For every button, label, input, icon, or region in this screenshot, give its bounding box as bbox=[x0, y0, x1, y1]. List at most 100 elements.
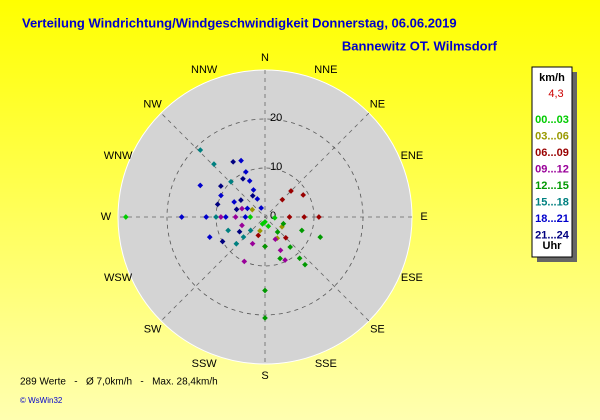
direction-label: N bbox=[261, 52, 269, 64]
legend-entry: 09...12 bbox=[535, 163, 569, 175]
footer: 289 Werte - Ø 7,0km/h - Max. 28,4km/h bbox=[20, 377, 218, 388]
wind-point bbox=[277, 247, 284, 254]
wind-point bbox=[250, 187, 257, 193]
wind-point bbox=[287, 244, 294, 250]
wind-point bbox=[233, 240, 240, 247]
wind-point bbox=[302, 261, 308, 268]
legend-entry: 00...03 bbox=[535, 114, 569, 126]
wind-point bbox=[218, 214, 224, 220]
direction-label: ESE bbox=[401, 272, 423, 284]
legend-note: 4,3 bbox=[548, 88, 563, 100]
legend-entry: 18...21 bbox=[535, 213, 569, 225]
wind-point bbox=[232, 214, 239, 220]
wind-point bbox=[211, 161, 217, 167]
wind-point bbox=[240, 234, 247, 240]
wind-point bbox=[222, 214, 229, 220]
direction-label: NW bbox=[143, 98, 162, 110]
wind-point bbox=[241, 258, 248, 265]
legend-entry: 06...09 bbox=[535, 147, 569, 159]
wind-point bbox=[262, 287, 268, 294]
legend-entry: 12...15 bbox=[535, 180, 569, 192]
wind-point bbox=[218, 192, 224, 199]
wind-point bbox=[218, 183, 224, 189]
wind-point bbox=[247, 214, 254, 220]
wind-point bbox=[300, 192, 307, 198]
wind-point bbox=[259, 221, 266, 227]
direction-label: SW bbox=[144, 323, 162, 335]
credit: © WsWin32 bbox=[20, 396, 63, 405]
wind-point bbox=[271, 215, 278, 221]
wind-point bbox=[236, 228, 243, 235]
wind-point bbox=[249, 206, 256, 213]
wind-point bbox=[246, 178, 253, 184]
wind-point bbox=[286, 214, 293, 220]
legend-entry: 03...06 bbox=[535, 130, 569, 142]
wind-point bbox=[203, 214, 210, 220]
wind-point bbox=[233, 206, 240, 213]
wind-point bbox=[317, 234, 324, 240]
wind-point bbox=[255, 232, 262, 239]
direction-label: NE bbox=[370, 98, 385, 110]
legend-title: km/h bbox=[539, 72, 565, 84]
legend-footer: Uhr bbox=[543, 240, 563, 252]
wind-point bbox=[197, 147, 204, 153]
wind-point bbox=[299, 227, 305, 234]
wind-point bbox=[262, 315, 268, 321]
wind-point bbox=[239, 205, 245, 212]
wind-point bbox=[213, 214, 219, 220]
wind-point bbox=[225, 227, 231, 234]
wind-point bbox=[238, 157, 244, 164]
wind-point bbox=[265, 223, 272, 230]
r-tick-label: 20 bbox=[270, 112, 282, 124]
wind-point bbox=[254, 196, 261, 202]
chart-title: Verteilung Windrichtung/Windgeschwindigk… bbox=[22, 15, 457, 30]
wind-point bbox=[249, 240, 256, 247]
wind-point bbox=[274, 229, 281, 235]
direction-label: NNE bbox=[314, 64, 337, 76]
wind-point bbox=[316, 214, 322, 220]
direction-label: S bbox=[261, 370, 268, 382]
direction-label: SSW bbox=[192, 358, 218, 370]
wind-point bbox=[262, 243, 268, 250]
legend-box bbox=[531, 66, 573, 258]
spoke bbox=[160, 112, 370, 322]
grid-ring bbox=[166, 118, 364, 316]
r-tick-label: 10 bbox=[270, 161, 282, 173]
legend-entry: 21...24 bbox=[535, 229, 570, 241]
wind-point bbox=[296, 255, 303, 262]
direction-label: SSE bbox=[315, 358, 337, 370]
legend-entry: 15...18 bbox=[535, 196, 569, 208]
plot: 0 10 20 N NNE NE ENE E ESE SE SSE S SSW SW WSW W WNW NW NN… bbox=[101, 52, 428, 382]
wind-point bbox=[244, 205, 251, 212]
wind-point bbox=[228, 178, 234, 185]
direction-label: E bbox=[420, 211, 427, 223]
direction-label: SE bbox=[370, 323, 385, 335]
wind-point bbox=[238, 197, 244, 203]
wind-point bbox=[206, 234, 213, 240]
r-tick-label: 0 bbox=[270, 210, 276, 222]
wind-point bbox=[230, 159, 236, 165]
wind-point bbox=[231, 199, 237, 205]
wind-point bbox=[239, 222, 245, 229]
direction-label: W bbox=[101, 211, 112, 223]
wind-point bbox=[240, 175, 246, 182]
wind-point bbox=[257, 227, 263, 234]
wind-point bbox=[247, 227, 254, 234]
wind-point bbox=[249, 192, 256, 199]
wind-point bbox=[258, 205, 264, 211]
wind-point bbox=[272, 236, 279, 243]
wind-point bbox=[282, 257, 288, 263]
direction-label: NNW bbox=[191, 64, 218, 76]
wind-point bbox=[277, 255, 283, 262]
wind-point bbox=[214, 201, 221, 208]
direction-label: WNW bbox=[104, 150, 133, 162]
direction-label: WSW bbox=[104, 272, 133, 284]
wind-point bbox=[288, 188, 294, 194]
wind-point bbox=[280, 220, 287, 227]
wind-point bbox=[243, 169, 249, 175]
wind-point bbox=[219, 238, 226, 245]
direction-label: ENE bbox=[401, 150, 424, 162]
wind-point bbox=[282, 234, 289, 241]
wind-point bbox=[279, 196, 286, 203]
